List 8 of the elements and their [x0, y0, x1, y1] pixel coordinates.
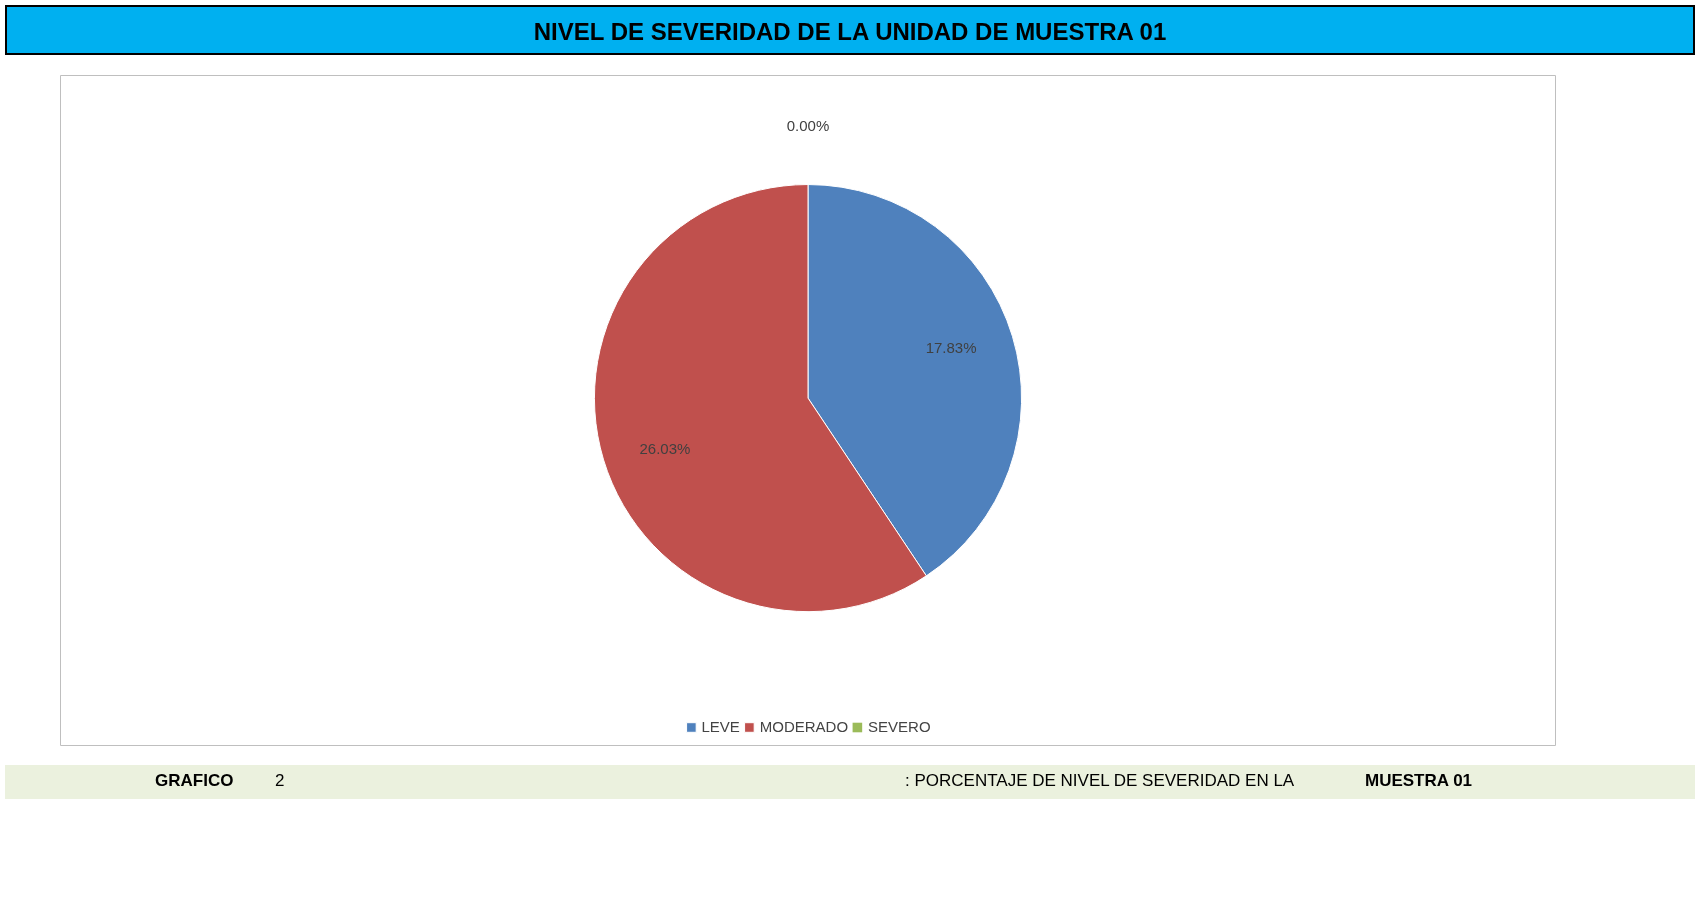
legend-label: LEVE — [701, 718, 740, 735]
chart-title: NIVEL DE SEVERIDAD DE LA UNIDAD DE MUESTRA 01 — [533, 17, 1167, 47]
legend-label: SEVERO — [868, 718, 931, 735]
legend-label: MODERADO — [759, 718, 849, 735]
footer-band: GRAFICO 2 : PORCENTAJE DE NIVEL DE SEVERIDAD EN LA MUESTRA 01 — [5, 765, 1695, 799]
data-label: 26.03% — [639, 439, 691, 457]
text: 0.00% — [786, 116, 830, 134]
data-label: 17.83% — [925, 339, 977, 357]
